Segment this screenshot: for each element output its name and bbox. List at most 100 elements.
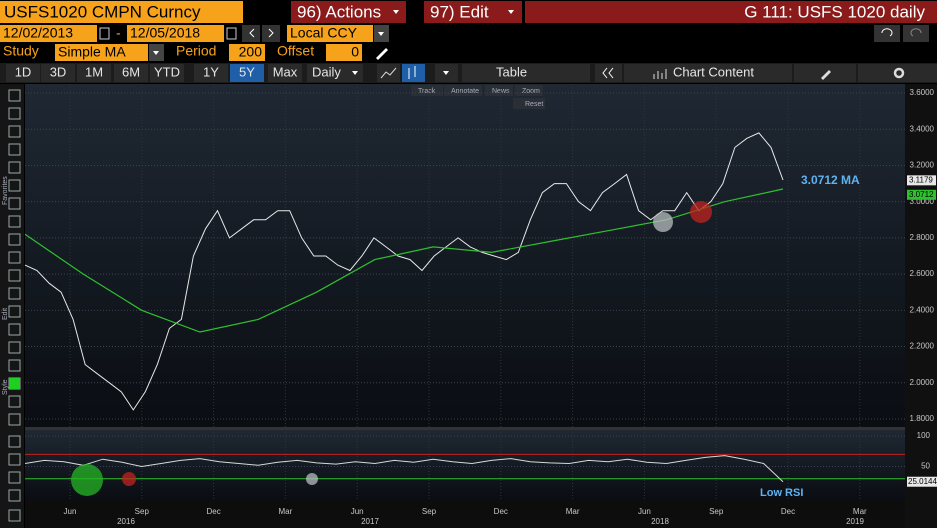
table: Table	[496, 64, 527, 79]
line-chart-button[interactable]	[377, 64, 400, 82]
annotate-button[interactable]	[794, 64, 856, 82]
frequency-dropdown[interactable]	[307, 64, 363, 82]
period-button[interactable]	[230, 64, 264, 82]
calendar-icon[interactable]	[226, 27, 237, 40]
settings-button[interactable]	[858, 64, 937, 82]
next-button[interactable]	[262, 25, 280, 42]
chart-content-icon	[653, 69, 667, 79]
tool-icon[interactable]	[8, 453, 21, 466]
rsi-line	[24, 455, 784, 483]
study-field[interactable]	[55, 44, 148, 61]
period-field[interactable]	[229, 44, 265, 61]
tool-icon[interactable]	[8, 323, 21, 336]
redo-icon	[910, 28, 922, 37]
end-date: 12/05/2018	[130, 25, 200, 41]
tool-chip[interactable]	[411, 85, 443, 96]
x-tick-label: Sep	[422, 507, 437, 516]
tool-icon[interactable]	[8, 215, 21, 228]
end-date-field[interactable]	[127, 25, 224, 42]
period-button[interactable]	[77, 64, 111, 82]
dropdown-arrow	[352, 71, 358, 75]
x-tick-label: Mar	[566, 507, 580, 516]
x-tick-label: Sep	[709, 507, 724, 516]
period: YTD	[154, 64, 180, 79]
tool-icon[interactable]	[8, 179, 21, 192]
start-date: 12/02/2013	[3, 25, 73, 41]
dropdown-arrow	[153, 51, 159, 55]
tool-label: Track	[418, 88, 436, 95]
rsi-last-label: 25.0144	[908, 477, 937, 486]
annotate-icon	[821, 70, 831, 80]
highlight-circle	[653, 212, 673, 232]
period: 5Y	[239, 64, 255, 79]
y-tick-label: 3.0000	[910, 197, 935, 206]
tool-icon[interactable]	[8, 233, 21, 246]
pencil-icon[interactable]	[376, 48, 388, 60]
tool-icon[interactable]	[8, 251, 21, 264]
reset: Reset	[525, 101, 543, 108]
dropdown-arrow	[393, 10, 399, 14]
dropdown-arrow	[508, 10, 514, 14]
tool-icon[interactable]	[8, 125, 21, 138]
tool-icon[interactable]	[8, 359, 21, 372]
undo-button[interactable]	[874, 25, 900, 42]
period-button[interactable]	[194, 64, 228, 82]
tool-icon[interactable]	[8, 489, 21, 502]
tool-chip[interactable]	[444, 85, 482, 96]
bar-chart-button[interactable]	[402, 64, 425, 82]
table-button[interactable]	[462, 64, 590, 82]
y-tick-label: 2.6000	[910, 269, 935, 278]
tool-icon[interactable]	[8, 509, 21, 522]
dropdown-arrow	[378, 32, 384, 36]
tool-icon[interactable]	[8, 197, 21, 210]
reset-button[interactable]	[513, 98, 545, 109]
period-button[interactable]	[114, 64, 148, 82]
start-date-field[interactable]	[0, 25, 97, 42]
period: 1Y	[203, 64, 219, 79]
tool-icon[interactable]	[8, 305, 21, 318]
currency: Local CCY	[290, 25, 358, 41]
tool-icon[interactable]	[8, 287, 21, 300]
tool-icon[interactable]	[8, 341, 21, 354]
tool-icon[interactable]	[8, 107, 21, 120]
x-axis-strip	[25, 500, 905, 528]
tool-icon[interactable]	[8, 269, 21, 282]
period-button[interactable]	[268, 64, 302, 82]
tool-icon[interactable]	[8, 471, 21, 484]
sidebar-label: Edit	[2, 308, 9, 320]
tool-icon[interactable]	[8, 435, 21, 448]
next-arrow	[268, 28, 274, 38]
line-chart-icon	[380, 67, 397, 79]
y-tick-label: 50	[921, 462, 930, 471]
y-tick-label: 2.2000	[910, 342, 935, 351]
tool-icon[interactable]	[8, 143, 21, 156]
tool-chip[interactable]	[485, 85, 513, 96]
last-ma-box	[907, 189, 936, 200]
x-tick-label: Jun	[351, 507, 364, 516]
actions: 96) Actions	[297, 2, 381, 21]
currency-field[interactable]	[287, 25, 373, 42]
security-field[interactable]	[0, 1, 243, 23]
color-swatch[interactable]	[9, 378, 20, 389]
redo-button[interactable]	[903, 25, 929, 42]
price-pane	[25, 84, 905, 428]
period-button[interactable]	[41, 64, 75, 82]
highlight-circle	[306, 473, 318, 485]
tool-icon[interactable]	[8, 161, 21, 174]
pane-divider[interactable]	[25, 427, 905, 430]
tool-icon[interactable]	[8, 89, 21, 102]
actions-menu[interactable]	[291, 1, 406, 23]
offset-field[interactable]	[326, 44, 362, 61]
tool-icon[interactable]	[8, 413, 21, 426]
ma-annotation: 3.0712 MA	[801, 173, 860, 187]
tool-icon[interactable]	[8, 395, 21, 408]
calendar-icon[interactable]	[99, 27, 110, 40]
sidebar-label: Favorites	[2, 176, 9, 205]
period-button[interactable]	[150, 64, 184, 82]
frequency: Daily	[312, 64, 341, 79]
tool-chip[interactable]	[515, 85, 543, 96]
edit-menu[interactable]	[424, 1, 522, 23]
x-year-label: 2017	[361, 517, 379, 526]
period-button[interactable]	[6, 64, 40, 82]
